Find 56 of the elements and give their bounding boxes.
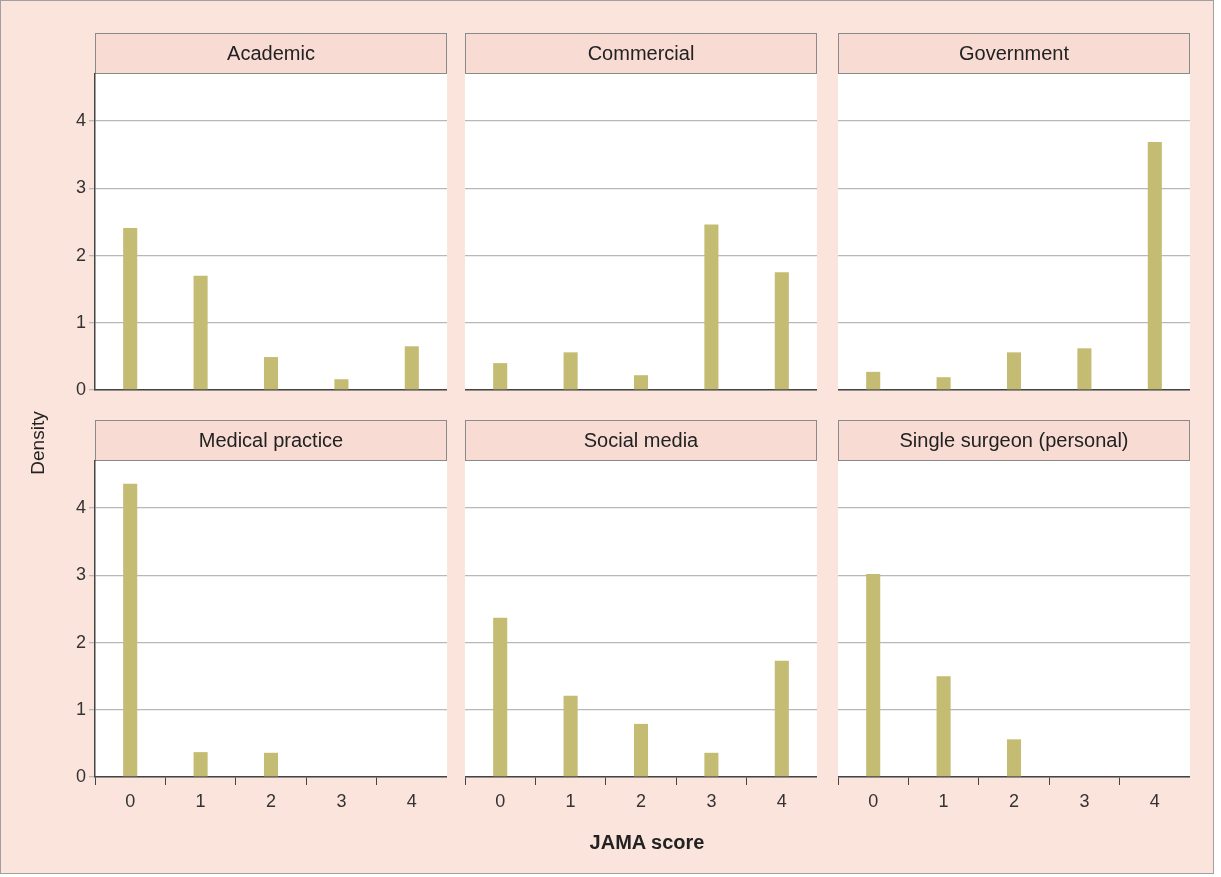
x-tick-label: 2 [1008,790,1020,811]
y-tick-label: 4 [75,497,86,518]
bar [704,752,719,777]
x-axis-title: JAMA score [589,830,705,854]
bar [774,660,789,777]
y-tick-label: 2 [75,631,86,652]
y-tick-label: 1 [75,311,86,332]
x-tick-label: 3 [1079,790,1090,811]
x-tick-label: 1 [938,790,949,811]
x-tick-label: 2 [265,790,277,811]
y-tick-label: 1 [75,698,86,719]
bar [1147,141,1162,390]
x-tick-label: 1 [565,790,576,811]
bar [263,357,279,390]
chart-title: Academic [95,33,447,74]
y-tick-label: 0 [75,378,86,399]
y-tick-label: 0 [75,765,86,786]
bar [493,617,508,777]
chart-title: Social media [465,420,817,461]
y-tick-label: 4 [75,110,86,131]
x-tick-label: 0 [495,790,506,811]
bar [563,352,578,390]
bar [404,346,419,390]
y-tick-label: 2 [75,244,86,265]
bar [936,377,951,390]
bar [1077,348,1092,390]
bar [633,723,649,777]
x-tick-label: 2 [635,790,647,811]
bar [193,275,208,390]
chart-title: Medical practice [95,420,447,461]
bar [774,272,789,390]
bar [263,752,279,777]
chart-title: Government [838,33,1190,74]
x-tick-label: 3 [336,790,347,811]
x-tick-label: 4 [776,790,787,811]
y-tick-label: 3 [75,564,86,585]
bar [1006,352,1022,390]
bar [123,227,138,390]
bar [563,695,578,777]
chart-title: Single surgeon (personal) [838,420,1190,461]
y-tick-label: 3 [75,177,86,198]
bar [334,379,349,390]
x-tick-label: 0 [125,790,136,811]
x-tick-label: 3 [706,790,717,811]
bar [704,224,719,390]
bar [123,483,138,777]
bar [193,752,208,777]
bar [866,371,881,390]
bar [493,363,508,390]
x-tick-label: 0 [868,790,879,811]
y-axis-title: Density [27,411,49,475]
x-tick-label: 4 [406,790,417,811]
x-tick-label: 1 [195,790,206,811]
bar [633,375,649,390]
x-tick-label: 4 [1149,790,1160,811]
chart-title: Commercial [465,33,817,74]
